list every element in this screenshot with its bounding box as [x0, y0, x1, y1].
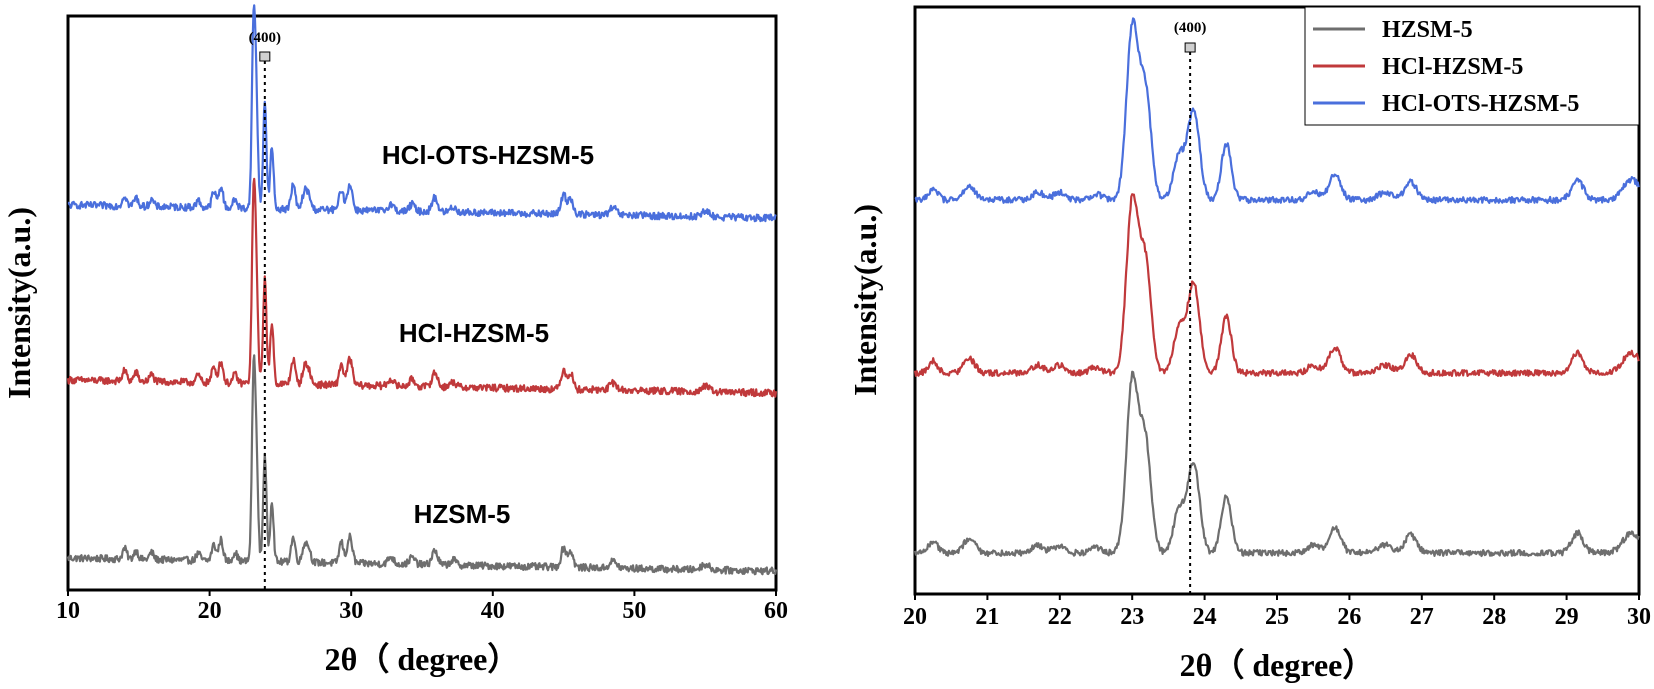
x-tick-label: 24 — [1193, 604, 1217, 630]
x-tick-label: 10 — [56, 598, 80, 624]
left-panel: 10 20 30 40 50 60 (400) HCl-OTS-HZSM-5 HCl-HZ… — [1, 4, 788, 677]
legend: HZSM-5 HCl-HZSM-5 HCl-OTS-HZSM-5 — [1304, 6, 1640, 126]
x-tick-label: 25 — [1265, 604, 1289, 630]
x-tick-label: 20 — [198, 598, 222, 624]
series-line-hcl-ots-hzsm-5 — [914, 17, 1640, 205]
x-tick-label: 30 — [1627, 604, 1651, 630]
left-label-hcl-hzsm-5: HCl-HZSM-5 — [399, 318, 549, 348]
series-line-hzsm-5 — [913, 370, 1640, 558]
x-tick-label: 40 — [481, 598, 505, 624]
x-tick-label: 60 — [764, 598, 788, 624]
x-tick-label: 20 — [903, 604, 927, 630]
left-plot-frame — [66, 14, 778, 592]
right-x-axis-title: 2θ（ degree） — [1180, 647, 1375, 683]
left-y-axis-title: Intensity(a.u.) — [1, 207, 37, 399]
series-line-hcl-ots-hzsm-5 — [67, 4, 777, 223]
x-tick-label: 28 — [1482, 604, 1506, 630]
left-x-ticks: 10 20 30 40 50 60 — [56, 590, 788, 624]
left-label-hcl-ots-hzsm-5: HCl-OTS-HZSM-5 — [382, 140, 594, 170]
left-label-hzsm-5: HZSM-5 — [414, 499, 511, 529]
left-series-group — [66, 4, 778, 576]
series-line-hcl-hzsm-5 — [66, 177, 778, 398]
legend-label-hcl-hzsm-5: HCl-HZSM-5 — [1382, 54, 1523, 80]
x-tick-label: 26 — [1337, 604, 1361, 630]
x-tick-label: 22 — [1048, 604, 1072, 630]
right-x-ticks: 20 21 22 23 24 25 26 27 28 29 30 — [903, 594, 1651, 630]
right-400-label: (400) — [1174, 20, 1207, 36]
series-line-hcl-hzsm-5 — [913, 193, 1640, 377]
x-tick-label: 23 — [1120, 604, 1144, 630]
x-tick-label: 21 — [975, 604, 999, 630]
right-panel: 20 21 22 23 24 25 26 27 28 29 30 (400) 2θ（ degree）… — [847, 5, 1651, 683]
right-y-axis-title: Intensity(a.u.) — [847, 204, 883, 396]
legend-label-hzsm-5: HZSM-5 — [1382, 17, 1473, 43]
x-tick-label: 50 — [622, 598, 646, 624]
left-400-label: (400) — [249, 30, 282, 46]
legend-label-hcl-ots-hzsm-5: HCl-OTS-HZSM-5 — [1382, 91, 1579, 117]
right-series-group — [913, 17, 1640, 558]
x-tick-label: 29 — [1555, 604, 1579, 630]
x-tick-label: 27 — [1410, 604, 1434, 630]
left-400-marker — [259, 51, 271, 62]
right-400-marker — [1184, 42, 1196, 53]
left-x-axis-title: 2θ（ degree） — [325, 641, 520, 677]
series-line-hzsm-5 — [66, 354, 778, 576]
x-tick-label: 30 — [339, 598, 363, 624]
